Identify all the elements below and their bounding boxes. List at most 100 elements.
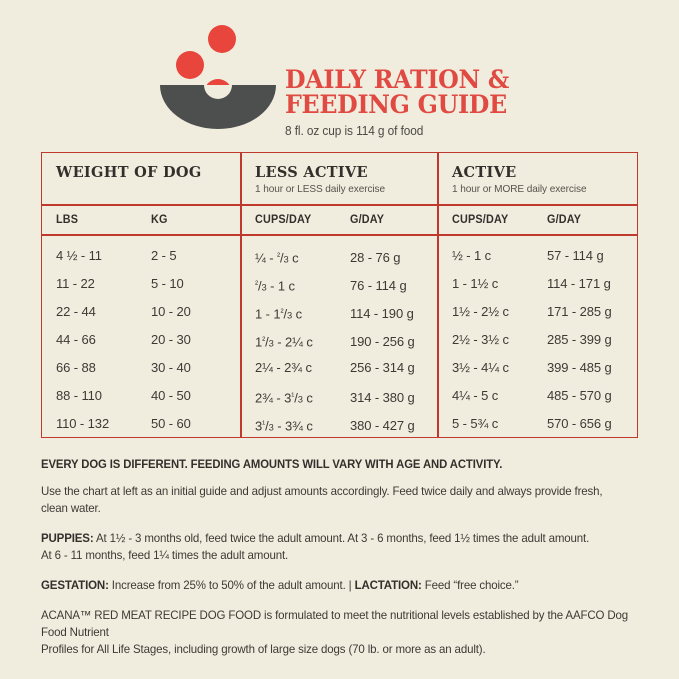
cell-la-grams: 314 - 380 g: [350, 390, 415, 406]
column-header-lbs: LBS: [56, 213, 79, 226]
cell-la-grams: 114 - 190 g: [350, 306, 414, 322]
cell-kg: 5 - 10: [151, 276, 184, 291]
column-divider-1: [240, 153, 242, 437]
cell-la-cups: 1 - 1²/3 c: [255, 306, 303, 322]
bowl-notch: [204, 85, 232, 99]
cell-lbs: 22 - 44: [56, 304, 96, 319]
table-row: 66 - 88 30 - 40: [56, 354, 240, 382]
cell-lbs: 11 - 22: [56, 276, 95, 291]
column-header-a-grams: G/DAY: [547, 213, 582, 226]
cell-a-grams: 485 - 570 g: [547, 388, 612, 403]
footer-heading: EVERY DOG IS DIFFERENT. FEEDING AMOUNTS …: [41, 458, 503, 471]
table-row: 1½ - 2½ c 171 - 285 g: [452, 298, 639, 326]
column-header-la-cups: CUPS/DAY: [255, 213, 312, 226]
group-title-weight: WEIGHT OF DOG: [56, 164, 202, 181]
column-header-la-grams: G/DAY: [350, 213, 385, 226]
cell-a-cups: 2½ - 3½ c: [452, 332, 509, 347]
page-title-line2: FEEDING GUIDE: [285, 90, 507, 120]
title-block: DAILY RATION & FEEDING GUIDE 8 fl. oz cu…: [285, 65, 625, 138]
cell-la-cups: ¼ - ²/3 c: [255, 250, 299, 266]
table-row: ²/3 - 1 c 76 - 114 g: [255, 270, 437, 298]
cell-a-cups: 1½ - 2½ c: [452, 304, 509, 319]
group-subtitle-active: 1 hour or MORE daily exercise: [452, 183, 587, 195]
lactation-text: Feed “free choice.”: [421, 578, 519, 592]
cell-kg: 20 - 30: [151, 332, 191, 347]
cell-lbs: 44 - 66: [56, 332, 96, 347]
cell-a-grams: 399 - 485 g: [547, 360, 612, 375]
puppies-text-1: At 1½ - 3 months old, feed twice the adu…: [93, 531, 590, 545]
puppies-label: PUPPIES:: [41, 531, 94, 545]
aafco-line-1: ACANA™ RED MEAT RECIPE DOG FOOD is formu…: [41, 608, 629, 639]
table-row: 11 - 22 5 - 10: [56, 270, 240, 298]
table-row: 1 - 1½ c 114 - 171 g: [452, 270, 639, 298]
cell-la-grams: 76 - 114 g: [350, 278, 407, 294]
body-column-active: ½ - 1 c 57 - 114 g 1 - 1½ c 114 - 171 g 1½ -…: [438, 235, 639, 437]
cell-la-grams: 190 - 256 g: [350, 334, 415, 350]
gestation-text: Increase from 25% to 50% of the adult am…: [108, 578, 355, 592]
dog-bowl-with-kibble-logo: [160, 25, 276, 130]
cell-kg: 2 - 5: [151, 248, 177, 263]
group-subtitle-less-active: 1 hour or LESS daily exercise: [255, 183, 386, 195]
table-row: 22 - 44 10 - 20: [56, 298, 240, 326]
cell-la-cups: ²/3 - 1 c: [255, 278, 295, 294]
cell-a-grams: 570 - 656 g: [547, 416, 612, 431]
group-title-active: ACTIVE: [452, 164, 517, 181]
cell-lbs: 110 - 132: [56, 416, 110, 431]
cell-la-cups: 2¼ - 2¾ c: [255, 360, 312, 375]
cell-a-cups: ½ - 1 c: [452, 248, 492, 263]
cell-a-grams: 171 - 285 g: [547, 304, 612, 319]
group-header-weight: WEIGHT OF DOG: [42, 153, 240, 204]
subheader-weight: LBS KG: [42, 205, 240, 234]
cell-a-grams: 114 - 171 g: [547, 276, 611, 291]
header-divider-2: [42, 234, 637, 236]
footer-aafco: ACANA™ RED MEAT RECIPE DOG FOOD is formu…: [41, 607, 631, 658]
page-title-line1: DAILY RATION &: [285, 65, 510, 95]
table-row: ½ - 1 c 57 - 114 g: [452, 242, 639, 270]
cell-la-cups: 2¾ - 3¹/3 c: [255, 390, 313, 406]
cell-lbs: 66 - 88: [56, 360, 96, 375]
table-row: 2¾ - 3¹/3 c 314 - 380 g: [255, 382, 437, 410]
column-divider-2: [437, 153, 439, 437]
column-header-kg: KG: [151, 213, 168, 226]
table-row: 3¹/3 - 3¾ c 380 - 427 g: [255, 410, 437, 438]
cell-a-cups: 1 - 1½ c: [452, 276, 499, 291]
aafco-line-2: Profiles for All Life Stages, including …: [41, 642, 486, 656]
table-row: 110 - 132 50 - 60: [56, 410, 240, 438]
footer-intro: Use the chart at left as an initial guid…: [41, 484, 603, 515]
cell-la-cups: 3¹/3 - 3¾ c: [255, 418, 313, 434]
table-row: 5 - 5¾ c 570 - 656 g: [452, 410, 639, 438]
feeding-table: WEIGHT OF DOG LESS ACTIVE 1 hour or LESS…: [41, 152, 638, 438]
cell-kg: 40 - 50: [151, 388, 191, 403]
table-row: 3½ - 4¼ c 399 - 485 g: [452, 354, 639, 382]
cell-a-grams: 57 - 114 g: [547, 248, 604, 263]
group-header-active: ACTIVE 1 hour or MORE daily exercise: [438, 153, 639, 204]
table-row: 88 - 110 40 - 50: [56, 382, 240, 410]
footer-gestation-lactation: GESTATION: Increase from 25% to 50% of t…: [41, 577, 631, 594]
header: DAILY RATION & FEEDING GUIDE 8 fl. oz cu…: [41, 18, 639, 138]
table-row: 4 ½ - 11 2 - 5: [56, 242, 240, 270]
group-header-less-active: LESS ACTIVE 1 hour or LESS daily exercis…: [241, 153, 437, 204]
cell-la-grams: 28 - 76 g: [350, 250, 401, 266]
footer-puppies: PUPPIES: At 1½ - 3 months old, feed twic…: [41, 530, 631, 564]
footer-notes: EVERY DOG IS DIFFERENT. FEEDING AMOUNTS …: [41, 458, 646, 658]
cell-lbs: 88 - 110: [56, 388, 102, 403]
table-row: 1²/3 - 2¼ c 190 - 256 g: [255, 326, 437, 354]
cell-lbs: 4 ½ - 11: [56, 248, 102, 263]
bowl-shape: [160, 85, 276, 129]
cell-la-grams: 256 - 314 g: [350, 360, 415, 375]
gestation-label: GESTATION:: [41, 578, 109, 592]
table-row: ¼ - ²/3 c 28 - 76 g: [255, 242, 437, 270]
page-subtitle: 8 fl. oz cup is 114 g of food: [285, 124, 424, 138]
cell-la-cups: 1²/3 - 2¼ c: [255, 334, 313, 350]
kibble-circle-top: [208, 25, 236, 53]
group-title-less-active: LESS ACTIVE: [255, 164, 368, 181]
cell-kg: 30 - 40: [151, 360, 191, 375]
lactation-label: LACTATION:: [354, 578, 422, 592]
subheader-active: CUPS/DAY G/DAY: [438, 205, 639, 234]
cell-a-cups: 4¼ - 5 c: [452, 388, 499, 403]
table-row: 44 - 66 20 - 30: [56, 326, 240, 354]
kibble-circle-left: [176, 51, 204, 79]
cell-a-cups: 5 - 5¾ c: [452, 416, 499, 431]
cell-la-grams: 380 - 427 g: [350, 418, 415, 434]
